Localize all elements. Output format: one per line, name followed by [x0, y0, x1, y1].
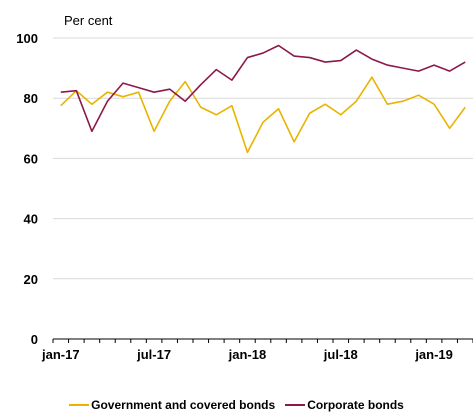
y-axis-unit-label: Per cent	[64, 13, 113, 28]
series-lines	[60, 44, 466, 154]
x-tick-label: jul-17	[136, 347, 171, 362]
gridlines	[53, 37, 473, 280]
series-line-government-and-covered-bonds	[60, 76, 466, 154]
legend-label-corporate: Corporate bonds	[307, 398, 404, 412]
legend-swatch-government	[69, 404, 90, 406]
legend-item-government: Government and covered bonds	[69, 398, 275, 412]
legend-item-corporate: Corporate bonds	[285, 398, 404, 412]
line-chart: Per cent 0 20 40 60 80 100 jan-17 jul-17 jan-18…	[16, 13, 473, 362]
x-tick-label: jul-18	[323, 347, 358, 362]
y-tick-label: 40	[24, 212, 38, 227]
y-axis-ticks: 0 20 40 60 80 100	[16, 31, 38, 347]
legend: Government and covered bonds Corporate b…	[0, 398, 473, 412]
y-tick-label: 20	[24, 272, 38, 287]
y-tick-label: 0	[31, 332, 38, 347]
y-tick-label: 80	[24, 91, 38, 106]
series-line-corporate-bonds	[60, 44, 466, 133]
x-axis-ticks: jan-17 jul-17 jan-18 jul-18 jan-19	[41, 339, 473, 362]
legend-swatch-corporate	[285, 404, 306, 406]
y-tick-label: 60	[24, 151, 38, 166]
x-tick-label: jan-17	[41, 347, 80, 362]
y-tick-label: 100	[16, 31, 38, 46]
legend-label-government: Government and covered bonds	[91, 398, 276, 412]
x-tick-label: jan-19	[414, 347, 453, 362]
x-tick-label: jan-18	[228, 347, 267, 362]
